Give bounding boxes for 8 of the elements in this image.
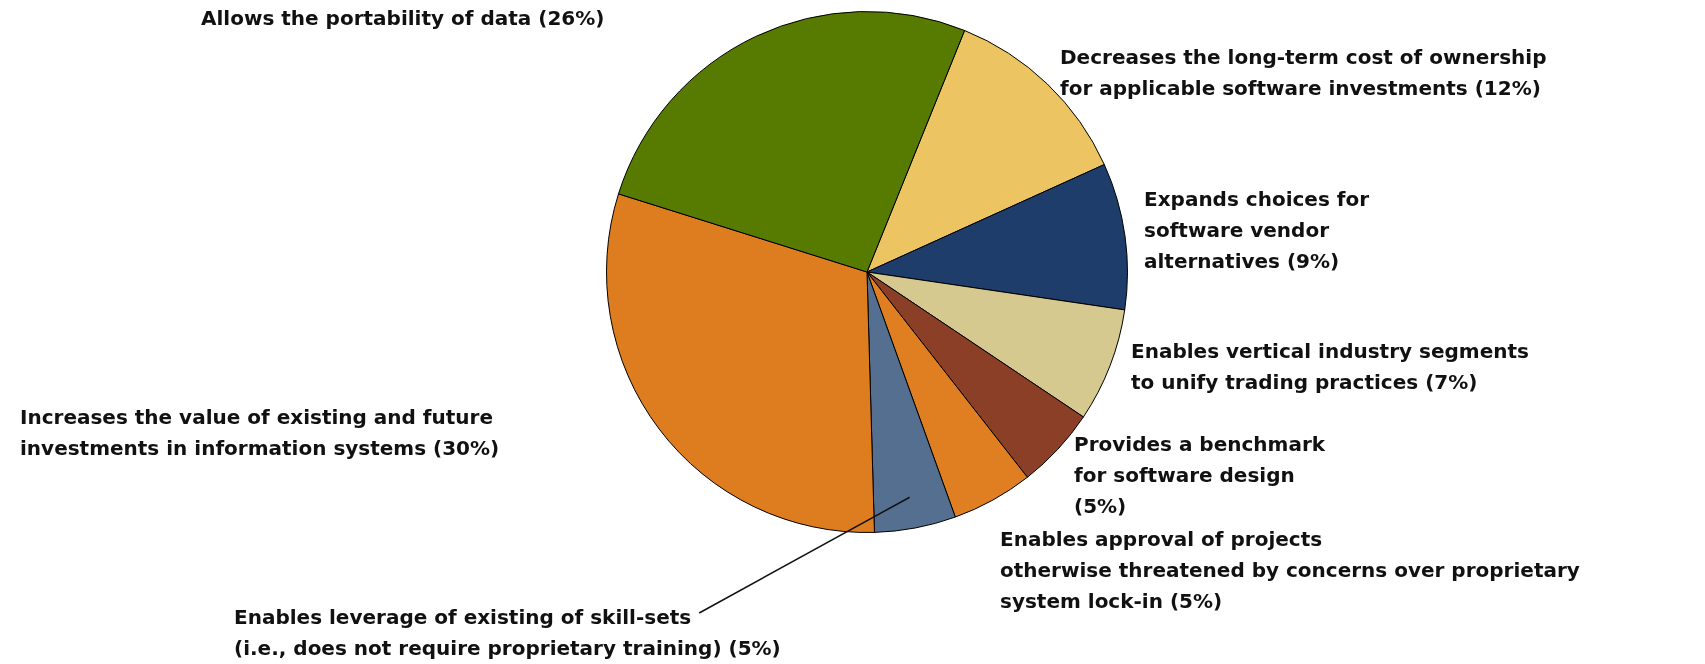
slice-label: Increases the value of existing and future investments in information systems (30%) [20, 405, 500, 461]
slice-label: Enables approval of projects otherwise threatened by concerns over proprietary system lock-in (5%) [1000, 527, 1580, 614]
slice-label: Expands choices for software vendor alternatives (9%) [1144, 187, 1370, 274]
slice-label: Decreases the long-term cost of ownership for applicable software investments (12%) [1060, 45, 1547, 101]
slice-label: Enables leverage of existing of skill-sets (i.e., does not require proprietary training) (5%) [234, 605, 781, 661]
slice-label: Allows the portability of data (26%) [201, 6, 605, 31]
slice-label: Provides a benchmark for software design (5%) [1074, 432, 1326, 519]
slice-label: Enables vertical industry segments to unify trading practices (7%) [1131, 339, 1529, 395]
